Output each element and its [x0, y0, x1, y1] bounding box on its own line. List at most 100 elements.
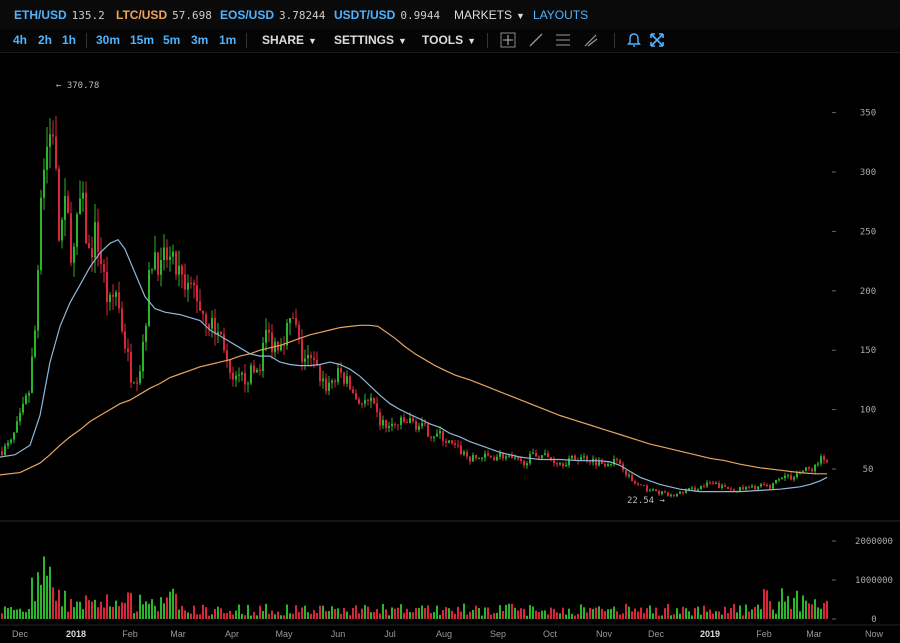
candle-body	[52, 134, 54, 137]
volume-bar	[598, 606, 600, 619]
volume-bar	[661, 615, 663, 619]
candle-body	[664, 491, 666, 493]
candle-body	[826, 459, 828, 462]
volume-bar	[475, 605, 477, 619]
timeframe-15m[interactable]: 15m	[130, 33, 155, 47]
volume-bar	[109, 606, 111, 619]
candle-body	[295, 318, 297, 325]
time-tick-label: Feb	[756, 629, 772, 639]
ticker-eos[interactable]: EOS/USD 3.78244	[220, 8, 325, 22]
candle-body	[310, 355, 312, 358]
price-chart[interactable]: 50 100 150 200 250 300 350 0 1000000 2000000 Dec…	[0, 52, 900, 643]
volume-bar	[94, 599, 96, 619]
fullscreen-icon[interactable]	[648, 31, 666, 49]
timeframe-1m[interactable]: 1m	[219, 33, 237, 47]
volume-bar	[73, 607, 75, 619]
volume-bar	[733, 603, 735, 619]
volume-bar	[313, 610, 315, 619]
volume-bar	[214, 609, 216, 619]
volume-bar	[34, 601, 36, 619]
candle-body	[322, 378, 324, 382]
candle-body	[661, 491, 663, 495]
volume-bar	[148, 603, 150, 619]
candle-body	[259, 369, 261, 372]
candle-body	[232, 372, 234, 380]
candle-body	[121, 308, 123, 332]
candle-body	[169, 256, 171, 260]
candle-body	[148, 269, 150, 326]
timeframe-4h[interactable]: 4h	[13, 33, 28, 47]
share-menu[interactable]: SHARE ▼	[262, 33, 317, 47]
volume-bar	[220, 608, 222, 619]
markets-menu[interactable]: MARKETS ▼	[454, 8, 525, 22]
candle-body	[217, 332, 219, 335]
candle-body	[646, 485, 648, 492]
volume-bar	[262, 611, 264, 619]
trendline-icon[interactable]	[527, 31, 545, 49]
volume-bar	[286, 604, 288, 619]
candle-body	[400, 417, 402, 425]
layouts-menu[interactable]: LAYOUTS	[533, 8, 588, 22]
candle-body	[466, 451, 468, 457]
volume-bar	[172, 588, 174, 619]
volume-bar	[310, 613, 312, 619]
time-axis: Dec 2018 Feb Mar Apr May Jun Jul Aug Sep Oct Nov Dec…	[12, 629, 884, 639]
candle-body	[595, 458, 597, 466]
layouts-label: LAYOUTS	[533, 8, 589, 22]
volume-bar	[442, 609, 444, 619]
candle-body	[757, 486, 759, 490]
candle-body	[34, 330, 36, 357]
volume-bar	[184, 610, 186, 619]
candle-body	[130, 351, 132, 383]
timeframe-2h[interactable]: 2h	[38, 33, 53, 47]
volume-bar	[226, 612, 228, 619]
timeframe-5m[interactable]: 5m	[163, 33, 181, 47]
time-tick-label: Mar	[170, 629, 186, 639]
settings-menu[interactable]: SETTINGS ▼	[334, 33, 407, 47]
volume-bar	[520, 608, 522, 619]
volume-bar	[157, 611, 159, 619]
timeframe-1h[interactable]: 1h	[62, 33, 77, 47]
volume-bar	[355, 605, 357, 619]
volume-bar	[652, 613, 654, 619]
candle-body	[19, 412, 21, 422]
volume-bar	[457, 606, 459, 619]
candle-body	[667, 492, 669, 496]
candle-body	[604, 463, 606, 467]
candle-body	[718, 483, 720, 488]
candle-body	[814, 464, 816, 472]
ticker-ltc[interactable]: LTC/USD 57.698	[116, 8, 212, 22]
timeframe-3m[interactable]: 3m	[191, 33, 209, 47]
ticker-eth[interactable]: ETH/USD 135.2	[14, 8, 105, 22]
volume-bar	[574, 615, 576, 619]
candle-body	[55, 136, 57, 169]
candle-body	[442, 430, 444, 442]
volume-bar	[250, 615, 252, 619]
ticker-usdt[interactable]: USDT/USD 0.9944	[334, 8, 440, 22]
candle-body	[520, 458, 522, 461]
candle-body	[265, 329, 267, 343]
time-tick-label: Sep	[490, 629, 506, 639]
ticker-symbol: ETH/USD	[14, 8, 67, 22]
tools-menu[interactable]: TOOLS ▼	[422, 33, 476, 47]
toolbar-divider	[614, 33, 615, 48]
crosshair-icon[interactable]	[499, 31, 517, 49]
candle-body	[565, 465, 567, 467]
candle-body	[508, 455, 510, 457]
candle-body	[817, 463, 819, 465]
time-tick-label: Dec	[648, 629, 665, 639]
candle-body	[283, 345, 285, 347]
volume-bar	[487, 607, 489, 619]
alert-bell-icon[interactable]	[625, 31, 643, 49]
volume-bar	[523, 608, 525, 619]
candle-body	[727, 486, 729, 489]
fib-lines-icon[interactable]	[554, 31, 572, 49]
timeframe-30m[interactable]: 30m	[96, 33, 121, 47]
brush-icon[interactable]	[582, 31, 600, 49]
volume-bar	[583, 607, 585, 619]
time-tick-label: Apr	[225, 629, 239, 639]
candle-body	[793, 477, 795, 480]
volume-bar	[730, 608, 732, 619]
volume-bar	[763, 588, 765, 619]
volume-bar	[175, 593, 177, 619]
